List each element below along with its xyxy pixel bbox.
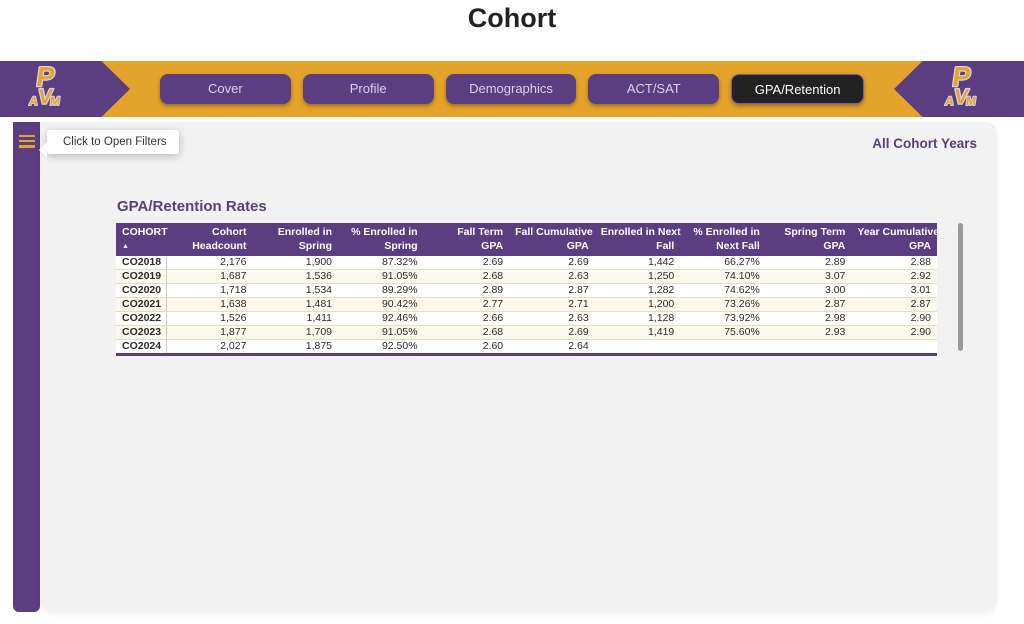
svg-text:M: M (965, 94, 977, 108)
svg-text:M: M (49, 94, 61, 108)
